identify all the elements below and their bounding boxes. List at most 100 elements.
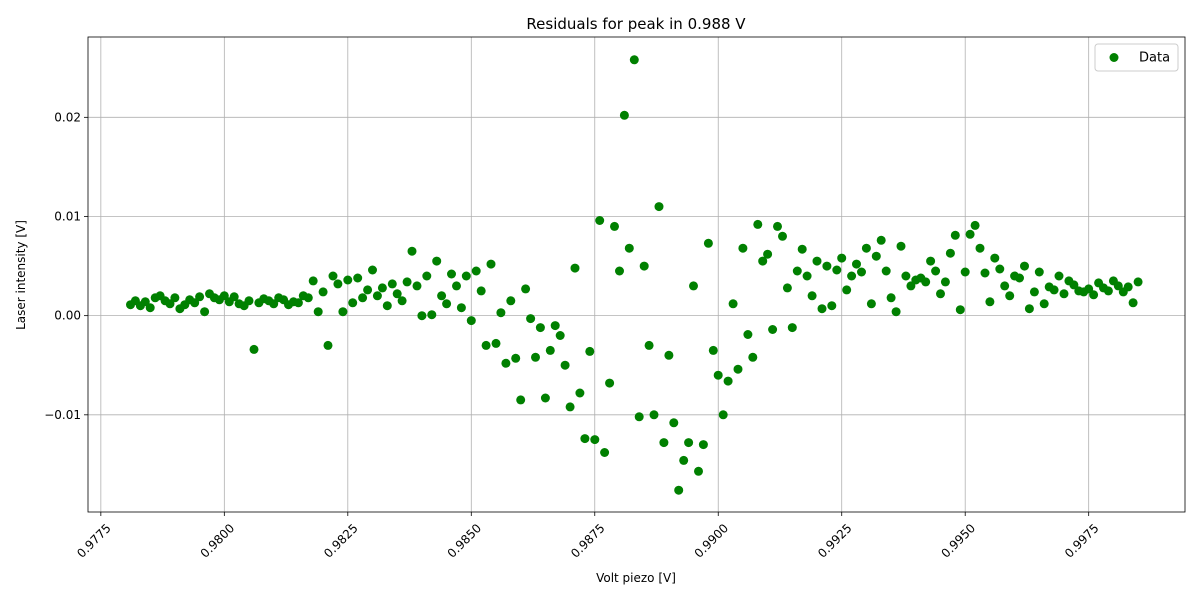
data-point [728, 299, 738, 309]
data-point [708, 345, 718, 355]
data-point [723, 376, 733, 386]
data-point [812, 256, 822, 266]
data-point [432, 256, 442, 266]
data-point [353, 273, 363, 283]
data-point [417, 311, 427, 321]
data-point [787, 323, 797, 333]
data-point [269, 299, 279, 309]
data-point [827, 301, 837, 311]
data-point [970, 220, 980, 230]
data-point [1128, 298, 1138, 308]
data-point [1000, 281, 1010, 291]
data-point [293, 298, 303, 308]
data-point [881, 266, 891, 276]
data-point [249, 344, 259, 354]
data-point [456, 303, 466, 313]
data-point [1034, 267, 1044, 277]
data-point [1113, 281, 1123, 291]
data-point [308, 276, 318, 286]
data-point [713, 370, 723, 380]
data-point [229, 292, 239, 302]
data-point [600, 448, 610, 457]
legend-marker [1109, 53, 1119, 62]
y-tick-label: 0.00 [54, 309, 81, 323]
chart-title: Residuals for peak in 0.988 V [526, 15, 746, 33]
data-point [619, 110, 629, 120]
data-point [975, 243, 985, 253]
data-point [402, 277, 412, 287]
data-point [624, 243, 634, 253]
data-point [540, 393, 550, 403]
data-point [847, 271, 857, 281]
data-point [797, 244, 807, 254]
data-point [1049, 285, 1059, 295]
data-point [876, 235, 886, 245]
data-point [950, 230, 960, 240]
data-point [807, 291, 817, 301]
data-point [466, 316, 476, 326]
data-point [940, 277, 950, 287]
data-point [852, 259, 861, 269]
data-point [768, 325, 778, 334]
data-point [511, 353, 521, 363]
data-point [338, 307, 348, 317]
data-point [195, 292, 205, 302]
data-point [842, 285, 852, 295]
data-point [1029, 287, 1039, 297]
data-point [718, 410, 728, 420]
data-point [674, 485, 684, 495]
data-point [921, 277, 931, 287]
data-point [170, 293, 180, 303]
data-point [926, 256, 936, 266]
data-point [407, 246, 417, 256]
data-point [1059, 289, 1069, 299]
data-point [348, 298, 358, 308]
data-point [871, 251, 881, 261]
data-point [545, 345, 555, 355]
data-point [323, 340, 333, 350]
data-point [906, 281, 916, 291]
data-point [703, 238, 713, 248]
legend-box [1094, 43, 1179, 72]
data-point [368, 265, 377, 275]
data-point [190, 298, 200, 308]
y-axis-ticks: −0.01 0.00 0.01 0.02 [44, 110, 88, 422]
data-point [397, 296, 407, 306]
data-point [1123, 282, 1133, 292]
data-point [526, 314, 536, 324]
data-point [605, 378, 615, 388]
data-point [965, 229, 975, 239]
data-point [822, 261, 832, 271]
data-point [629, 55, 639, 65]
data-point [318, 287, 328, 297]
data-point [1015, 273, 1024, 283]
data-point [313, 307, 323, 317]
data-point [481, 340, 491, 350]
data-point [595, 216, 605, 225]
data-point [936, 289, 945, 299]
data-point [861, 243, 871, 253]
data-point [985, 297, 995, 307]
data-point [372, 291, 382, 301]
data-point [1005, 291, 1015, 301]
data-point [382, 301, 392, 311]
data-point [698, 440, 708, 450]
data-point [580, 434, 590, 444]
data-point [343, 275, 353, 285]
data-point [452, 281, 461, 291]
data-point [679, 455, 689, 465]
data-point [639, 261, 649, 271]
data-point [802, 271, 812, 281]
data-point [165, 299, 175, 309]
data-point [244, 296, 254, 306]
data-point [333, 279, 343, 289]
data-point [615, 266, 624, 276]
data-point [1024, 304, 1034, 314]
data-point [763, 249, 773, 259]
data-point [200, 307, 210, 317]
data-point [866, 299, 876, 309]
y-axis-label: Laser intensity [V] [14, 220, 28, 330]
data-point [437, 291, 447, 301]
data-point [560, 360, 570, 370]
